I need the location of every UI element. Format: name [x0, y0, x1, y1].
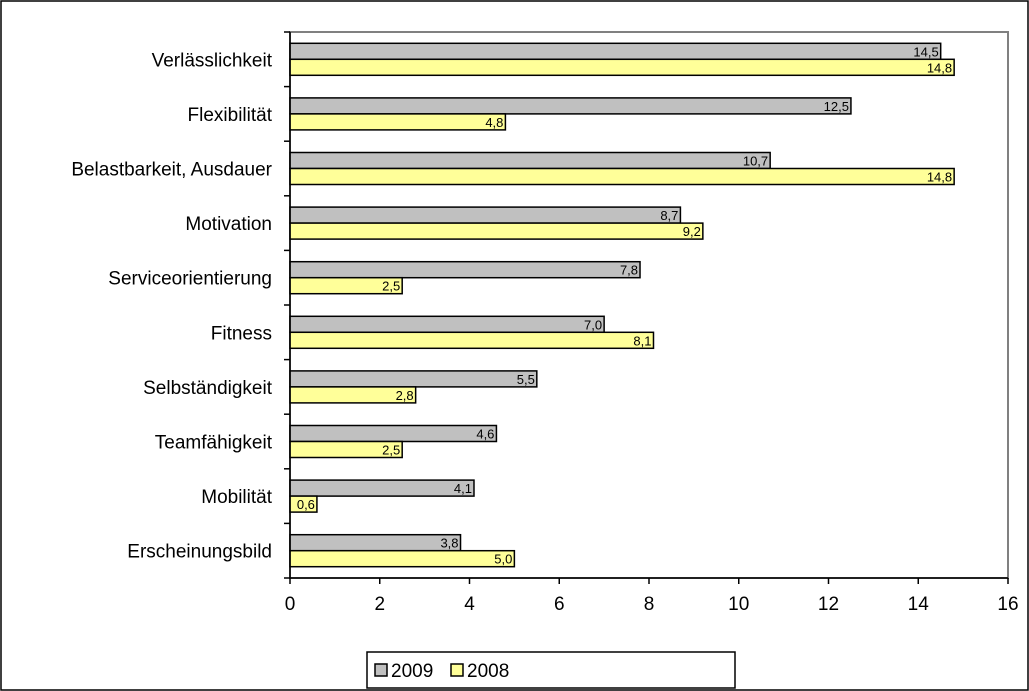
data-label-2009-6: 5,5 — [517, 372, 535, 387]
bar-2008-3 — [289, 222, 704, 240]
data-label-2008-9: 5,0 — [494, 552, 512, 567]
category-label-4: Serviceorientierung — [108, 269, 272, 290]
bar-2009-2 — [289, 151, 771, 170]
data-label-2008-5: 8,1 — [633, 333, 651, 348]
legend-swatch-2008 — [450, 663, 464, 677]
category-label-1: Flexibilität — [188, 105, 273, 126]
data-label-2009-4: 7,8 — [620, 263, 638, 278]
data-label-2008-2: 14,8 — [927, 170, 952, 185]
x-tick-label-1: 2 — [374, 594, 385, 615]
category-label-0: Verlässlichkeit — [152, 50, 273, 71]
data-label-2008-3: 9,2 — [683, 224, 701, 239]
bars-group — [289, 42, 955, 568]
data-label-2008-6: 2,8 — [396, 388, 414, 403]
category-label-8: Mobilität — [201, 487, 272, 508]
category-label-7: Teamfähigkeit — [155, 433, 273, 454]
bar-2009-7 — [289, 424, 498, 443]
legend-label-2009: 2009 — [391, 661, 433, 682]
legend: 2009 2008 — [366, 651, 736, 689]
data-label-2009-7: 4,6 — [476, 427, 494, 442]
data-label-2009-0: 14,5 — [913, 44, 938, 59]
category-label-5: Fitness — [211, 323, 272, 344]
bar-2008-0 — [289, 58, 955, 77]
x-tick-label-5: 10 — [728, 594, 749, 615]
bar-2009-3 — [289, 206, 682, 224]
bar-2009-4 — [289, 260, 641, 279]
data-label-2008-1: 4,8 — [485, 115, 503, 130]
data-label-2008-8: 0,6 — [297, 497, 315, 512]
data-labels-group: 14,514,812,54,810,714,88,79,27,82,57,08,… — [297, 44, 952, 566]
category-label-2: Belastbarkeit, Ausdauer — [71, 160, 272, 181]
bar-2009-0 — [289, 42, 942, 61]
data-label-2008-7: 2,5 — [382, 443, 400, 458]
data-label-2008-4: 2,5 — [382, 279, 400, 294]
data-label-2009-2: 10,7 — [743, 154, 768, 169]
data-label-2008-0: 14,8 — [927, 60, 952, 75]
legend-box — [366, 651, 736, 689]
data-label-2009-8: 4,1 — [454, 481, 472, 496]
bar-2009-8 — [289, 479, 475, 497]
x-axis: 0 2 4 6 8 10 12 14 16 — [285, 577, 1019, 615]
data-label-2009-1: 12,5 — [824, 99, 849, 114]
x-tick-label-3: 6 — [554, 594, 565, 615]
x-tick-label-6: 12 — [818, 594, 839, 615]
bar-2008-9 — [289, 549, 516, 568]
legend-label-2008: 2008 — [467, 661, 509, 682]
category-label-9: Erscheinungsbild — [127, 542, 272, 563]
x-tick-label-7: 14 — [908, 594, 930, 615]
bar-2009-9 — [289, 533, 462, 552]
bar-2009-1 — [289, 97, 852, 115]
category-label-3: Motivation — [185, 214, 272, 235]
y-axis: Verlässlichkeit Flexibilität Belastbarkeit… — [71, 31, 291, 579]
bar-2009-5 — [289, 315, 605, 334]
legend-swatch-2009 — [374, 663, 388, 677]
data-label-2009-5: 7,0 — [584, 317, 602, 332]
data-label-2009-3: 8,7 — [660, 208, 678, 223]
bar-2008-1 — [289, 113, 507, 131]
x-tick-label-8: 16 — [997, 594, 1018, 615]
data-label-2009-9: 3,8 — [440, 536, 458, 551]
x-tick-label-4: 8 — [644, 594, 655, 615]
bar-2009-6 — [289, 370, 538, 388]
x-tick-label-2: 4 — [464, 594, 475, 615]
category-label-6: Selbständigkeit — [143, 378, 273, 399]
bar-2008-5 — [289, 331, 655, 350]
bar-2008-2 — [289, 167, 955, 186]
x-tick-label-0: 0 — [285, 594, 296, 615]
